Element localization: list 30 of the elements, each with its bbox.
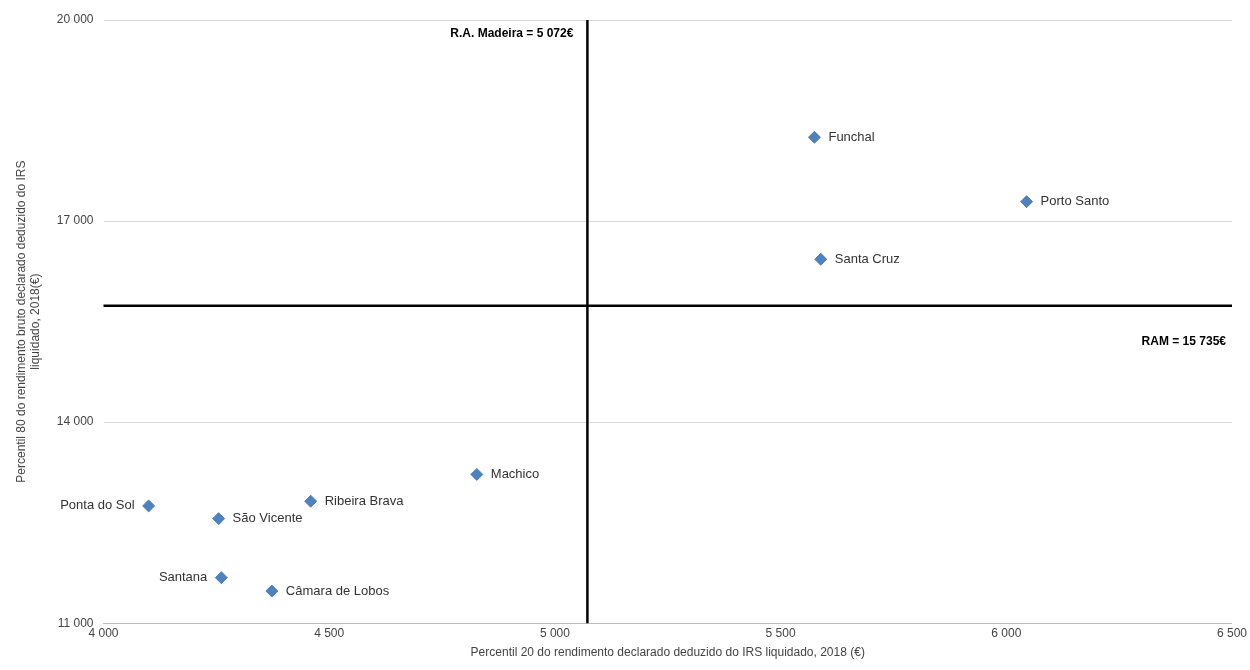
x-axis-title: Percentil 20 do rendimento declarado deduzido do IRS liquidado, 2018 (€) <box>470 645 865 660</box>
annotation: Porto Santo <box>1040 193 1110 209</box>
y-tick-label: 17 000 <box>56 213 94 228</box>
x-tick-label: 5 500 <box>765 625 796 640</box>
ref-line-label: R.A. Madeira = 5 072€ <box>450 26 574 41</box>
point <box>1020 195 1034 209</box>
x-tick-label: 6 500 <box>1216 625 1248 640</box>
annotation: Santana <box>158 569 209 585</box>
y-tick-label: 20 000 <box>56 12 94 27</box>
annotation: Machico <box>490 465 540 481</box>
point <box>214 571 228 585</box>
point <box>304 494 318 508</box>
ref-line-label: RAM = 15 735€ <box>1141 334 1227 349</box>
annotation: São Vicente <box>232 510 303 526</box>
annotation: Ribeira Brava <box>324 492 405 508</box>
annotation: Funchal <box>828 128 875 144</box>
x-tick-label: 6 000 <box>991 625 1022 640</box>
point <box>807 130 821 144</box>
point <box>212 512 226 526</box>
point <box>470 467 484 481</box>
annotation: Santa Cruz <box>834 250 900 266</box>
y-axis-title: Percentil 80 do rendimento bruto declarado deduzido do IRS liquidado, 2018(€) <box>13 160 42 483</box>
point <box>265 584 279 598</box>
x-tick-label: 5 000 <box>539 625 571 640</box>
annotation: Câmara de Lobos <box>285 582 390 598</box>
point <box>814 252 828 266</box>
x-tick-label: 4 500 <box>314 625 345 640</box>
annotation: Ponta do Sol <box>60 497 135 513</box>
y-tick-label: 14 000 <box>56 414 94 429</box>
point <box>142 499 156 513</box>
